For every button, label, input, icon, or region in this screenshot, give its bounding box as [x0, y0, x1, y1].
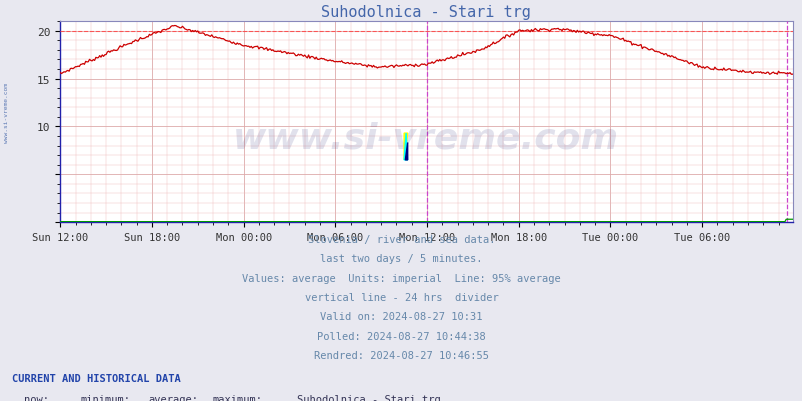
- Text: minimum:: minimum:: [80, 394, 130, 401]
- Text: maximum:: maximum:: [213, 394, 262, 401]
- Text: www.si-vreme.com: www.si-vreme.com: [233, 122, 618, 155]
- Text: last two days / 5 minutes.: last two days / 5 minutes.: [320, 254, 482, 264]
- Text: average:: average:: [148, 394, 198, 401]
- Polygon shape: [403, 134, 407, 160]
- Text: Values: average  Units: imperial  Line: 95% average: Values: average Units: imperial Line: 95…: [242, 273, 560, 283]
- Text: Rendred: 2024-08-27 10:46:55: Rendred: 2024-08-27 10:46:55: [314, 350, 488, 360]
- Text: CURRENT AND HISTORICAL DATA: CURRENT AND HISTORICAL DATA: [12, 373, 180, 383]
- Text: now:: now:: [24, 394, 49, 401]
- Text: Valid on: 2024-08-27 10:31: Valid on: 2024-08-27 10:31: [320, 312, 482, 322]
- Polygon shape: [405, 143, 407, 160]
- Text: Suhodolnica - Stari trg: Suhodolnica - Stari trg: [297, 394, 440, 401]
- Text: Polled: 2024-08-27 10:44:38: Polled: 2024-08-27 10:44:38: [317, 331, 485, 341]
- Polygon shape: [403, 134, 407, 160]
- Text: www.si-vreme.com: www.si-vreme.com: [4, 82, 9, 142]
- Text: Slovenia / river and sea data.: Slovenia / river and sea data.: [307, 235, 495, 245]
- Text: vertical line - 24 hrs  divider: vertical line - 24 hrs divider: [304, 292, 498, 302]
- Title: Suhodolnica - Stari trg: Suhodolnica - Stari trg: [321, 4, 531, 20]
